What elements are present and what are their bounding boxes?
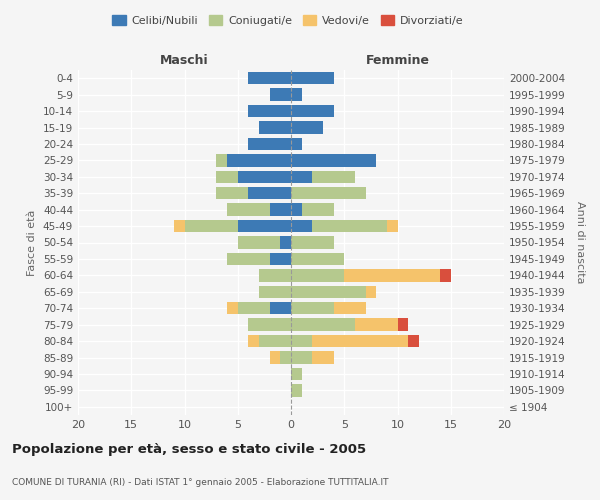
Bar <box>302 204 334 216</box>
Bar <box>291 122 323 134</box>
Bar <box>248 72 291 85</box>
Bar <box>408 335 419 347</box>
Bar <box>313 335 408 347</box>
Text: Popolazione per età, sesso e stato civile - 2005: Popolazione per età, sesso e stato civil… <box>12 442 366 456</box>
Bar <box>291 253 344 265</box>
Bar <box>387 220 398 232</box>
Bar <box>334 302 365 314</box>
Bar <box>270 302 291 314</box>
Bar <box>280 236 291 248</box>
Bar <box>248 187 291 200</box>
Bar <box>227 302 238 314</box>
Bar <box>291 286 365 298</box>
Bar <box>248 105 291 117</box>
Bar <box>440 269 451 281</box>
Text: Maschi: Maschi <box>160 54 209 66</box>
Bar <box>291 154 376 166</box>
Bar <box>238 170 291 183</box>
Bar <box>291 368 302 380</box>
Bar <box>291 170 313 183</box>
Bar <box>185 220 238 232</box>
Y-axis label: Fasce di età: Fasce di età <box>28 210 37 276</box>
Bar <box>291 335 313 347</box>
Legend: Celibi/Nubili, Coniugati/e, Vedovi/e, Divorziati/e: Celibi/Nubili, Coniugati/e, Vedovi/e, Di… <box>108 10 468 30</box>
Bar <box>291 88 302 101</box>
Bar <box>291 72 334 85</box>
Bar <box>313 170 355 183</box>
Bar <box>291 187 365 200</box>
Bar <box>365 286 376 298</box>
Bar <box>291 352 313 364</box>
Bar <box>291 384 302 396</box>
Text: Femmine: Femmine <box>365 54 430 66</box>
Bar <box>270 253 291 265</box>
Bar <box>313 220 387 232</box>
Bar <box>238 236 280 248</box>
Bar <box>259 269 291 281</box>
Bar <box>248 138 291 150</box>
Bar <box>238 302 270 314</box>
Bar <box>291 318 355 331</box>
Bar <box>248 335 259 347</box>
Bar <box>217 170 238 183</box>
Bar <box>344 269 440 281</box>
Bar <box>270 88 291 101</box>
Bar <box>355 318 398 331</box>
Bar <box>291 220 313 232</box>
Bar <box>291 236 334 248</box>
Bar <box>227 204 270 216</box>
Bar <box>270 204 291 216</box>
Bar <box>227 154 291 166</box>
Bar <box>259 335 291 347</box>
Bar <box>291 302 334 314</box>
Bar <box>313 352 334 364</box>
Bar <box>259 286 291 298</box>
Y-axis label: Anni di nascita: Anni di nascita <box>575 201 585 284</box>
Bar <box>174 220 185 232</box>
Bar <box>291 204 302 216</box>
Bar <box>248 318 291 331</box>
Bar <box>398 318 408 331</box>
Bar <box>270 352 280 364</box>
Bar <box>259 122 291 134</box>
Bar <box>291 269 344 281</box>
Bar <box>280 352 291 364</box>
Bar <box>217 187 248 200</box>
Bar <box>291 138 302 150</box>
Text: COMUNE DI TURANIA (RI) - Dati ISTAT 1° gennaio 2005 - Elaborazione TUTTITALIA.IT: COMUNE DI TURANIA (RI) - Dati ISTAT 1° g… <box>12 478 389 487</box>
Bar <box>217 154 227 166</box>
Bar <box>227 253 270 265</box>
Bar <box>291 105 334 117</box>
Bar <box>238 220 291 232</box>
